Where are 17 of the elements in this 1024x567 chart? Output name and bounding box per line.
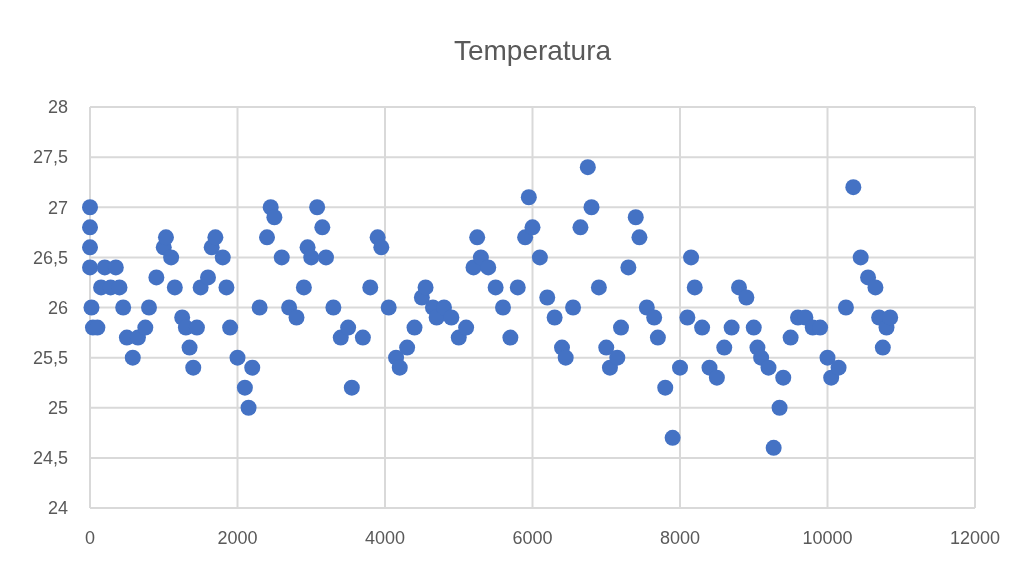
- y-tick-label: 27,5: [32, 147, 68, 168]
- y-tick-label: 24,5: [32, 448, 68, 469]
- y-tick-label: 25: [47, 398, 68, 419]
- x-tick-label: 2000: [217, 528, 258, 548]
- x-tick-label: 8000: [659, 528, 701, 548]
- y-tick-label: 26,5: [32, 247, 68, 268]
- x-tick-label: 12000: [949, 528, 1001, 548]
- x-tick-label: 10000: [802, 528, 853, 548]
- y-tick-label: 25,5: [32, 347, 68, 368]
- chart-title: Temperatura: [453, 35, 612, 66]
- x-tick-label: 0: [84, 528, 96, 548]
- y-tick-label: 26: [47, 297, 68, 318]
- x-tick-label: 4000: [364, 528, 406, 548]
- y-tick-label: 24: [47, 498, 68, 519]
- x-tick-label: 6000: [512, 528, 553, 548]
- y-tick-label: 28: [47, 97, 68, 118]
- y-tick-label: 27: [47, 197, 68, 218]
